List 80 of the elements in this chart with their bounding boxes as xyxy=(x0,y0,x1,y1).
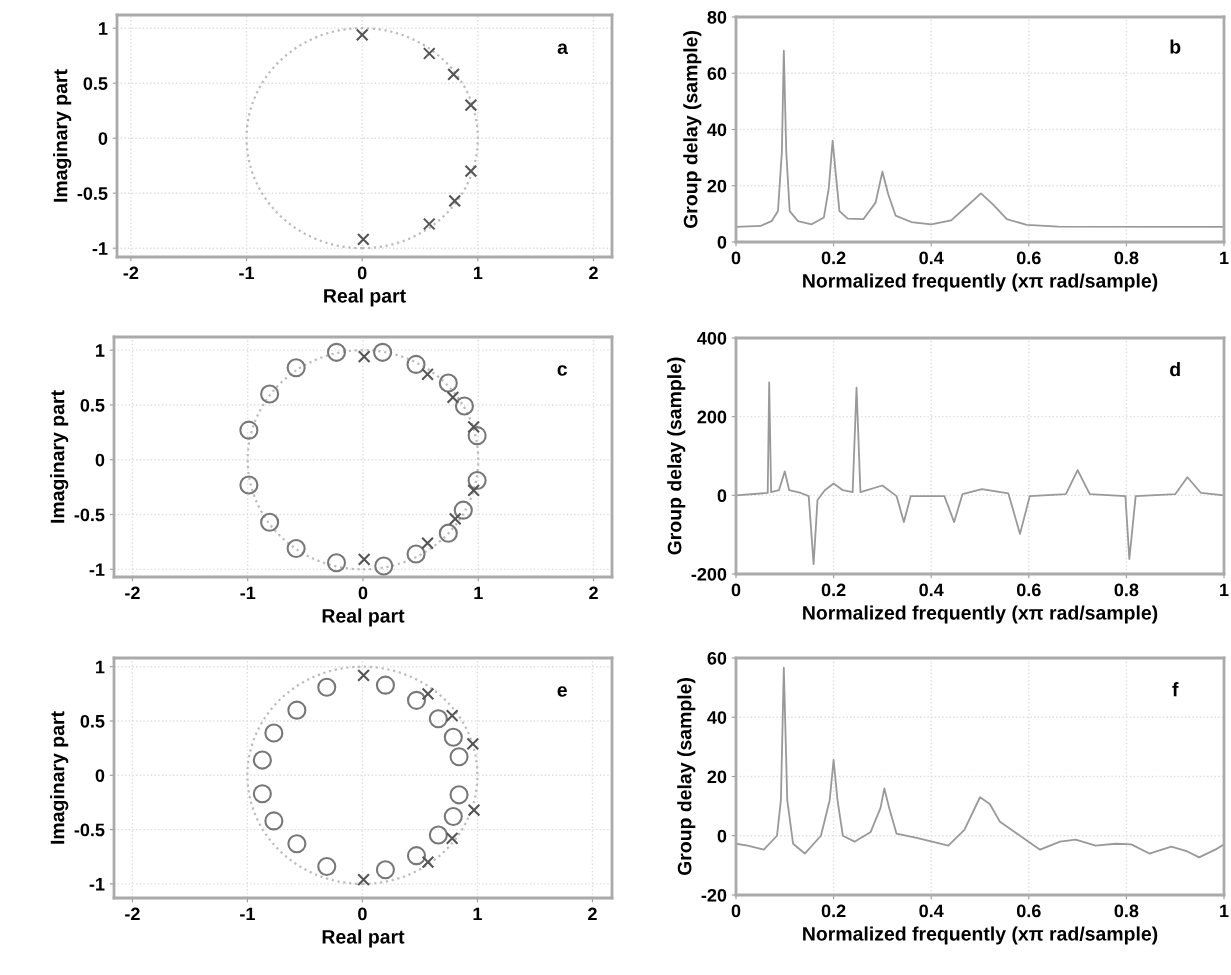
y-tick-label: -200 xyxy=(691,567,727,581)
x-tick-label: 0.2 xyxy=(821,583,846,597)
y-tick-label: 20 xyxy=(707,179,727,193)
x-tick-label: 0 xyxy=(357,266,367,280)
x-tick-label: 0 xyxy=(358,907,367,921)
x-tick-label: -1 xyxy=(239,266,255,280)
y-tick-label: 0 xyxy=(95,769,105,783)
x-tick-label: 1 xyxy=(474,586,483,600)
x-axis-title: Normalized frequently (xπ rad/sample) xyxy=(803,273,1158,292)
x-tick-label: 1 xyxy=(1220,583,1229,597)
y-tick-label: 40 xyxy=(707,711,727,724)
x-tick-label: 0.6 xyxy=(1016,904,1041,918)
x-tick-label: -1 xyxy=(240,907,255,921)
x-tick-label: 0.6 xyxy=(1016,251,1041,265)
x-tick-label: 0.8 xyxy=(1114,904,1139,918)
y-tick-label: 0.5 xyxy=(83,77,108,90)
x-axis-title: Normalized frequently (xπ rad/sample) xyxy=(803,926,1158,945)
x-tick-label: 0 xyxy=(731,583,741,597)
y-tick-label: 400 xyxy=(697,331,727,345)
y-axis-title: Group delay (sample) xyxy=(683,31,702,229)
y-tick-label: 1 xyxy=(96,344,105,357)
x-tick-label: 0 xyxy=(358,586,368,600)
y-tick-label: -0.5 xyxy=(74,508,105,522)
x-tick-label: 2 xyxy=(589,266,598,280)
annotation: a xyxy=(557,43,569,55)
y-tick-label: -0.5 xyxy=(77,187,108,200)
y-tick-label: 1 xyxy=(96,660,105,674)
x-tick-label: 0.4 xyxy=(919,251,944,265)
y-tick-label: 20 xyxy=(707,770,727,784)
x-tick-label: 1 xyxy=(473,907,482,921)
y-tick-label: 0 xyxy=(95,453,105,467)
y-tick-label: -0.5 xyxy=(74,823,105,837)
annotation: d xyxy=(1170,361,1180,377)
y-tick-label: 60 xyxy=(707,67,727,80)
y-tick-label: 0 xyxy=(98,132,108,145)
y-axis-title: Imaginary part xyxy=(50,711,69,844)
x-tick-label: 0.2 xyxy=(821,251,846,265)
x-axis-title: Real part xyxy=(322,608,405,627)
y-tick-label: 80 xyxy=(707,10,727,24)
x-tick-label: 0.8 xyxy=(1114,251,1139,265)
y-tick-label: 60 xyxy=(707,651,727,665)
annotation: b xyxy=(1170,39,1181,54)
x-tick-label: 0.4 xyxy=(919,583,944,597)
y-axis-title: Group delay (sample) xyxy=(677,678,696,876)
y-tick-label: 40 xyxy=(707,123,727,137)
y-tick-label: 0 xyxy=(717,489,727,503)
y-tick-label: 1 xyxy=(99,22,108,35)
annotation: e xyxy=(557,686,567,697)
x-tick-label: 0.6 xyxy=(1016,583,1041,597)
y-axis-title: Group delay (sample) xyxy=(667,357,686,555)
x-tick-label: 0 xyxy=(731,251,741,265)
y-axis-title: Imaginary part xyxy=(50,390,69,523)
y-tick-label: 200 xyxy=(697,410,727,424)
y-tick-label: 0.5 xyxy=(80,398,105,412)
x-tick-label: 2 xyxy=(588,907,597,921)
x-tick-label: 0.8 xyxy=(1114,583,1139,597)
x-axis-title: Real part xyxy=(324,288,406,307)
x-tick-label: 2 xyxy=(589,586,598,600)
y-tick-label: -1 xyxy=(89,563,105,576)
y-tick-label: 0 xyxy=(717,235,727,249)
y-tick-label: -1 xyxy=(92,242,108,255)
x-axis-title: Real part xyxy=(322,929,405,948)
x-tick-label: 1 xyxy=(473,266,483,280)
y-tick-label: 0 xyxy=(717,829,727,843)
annotation: c xyxy=(557,365,568,376)
y-axis-title: Imaginary part xyxy=(53,69,72,202)
annotation: f xyxy=(1172,682,1179,697)
x-tick-label: -2 xyxy=(123,266,139,280)
x-tick-label: 0.2 xyxy=(821,904,846,918)
x-tick-label: 0 xyxy=(731,904,741,918)
x-tick-label: -2 xyxy=(125,586,140,600)
x-tick-label: 1 xyxy=(1220,904,1229,918)
x-tick-label: 1 xyxy=(1220,251,1229,265)
x-tick-label: -1 xyxy=(240,586,256,600)
x-axis-title: Normalized frequently (xπ rad/sample) xyxy=(803,605,1158,624)
x-tick-label: 0.4 xyxy=(919,904,944,918)
y-tick-label: -1 xyxy=(89,878,105,891)
y-tick-label: -20 xyxy=(701,888,727,902)
x-tick-label: -2 xyxy=(125,907,140,921)
y-tick-label: 0.5 xyxy=(80,714,105,728)
